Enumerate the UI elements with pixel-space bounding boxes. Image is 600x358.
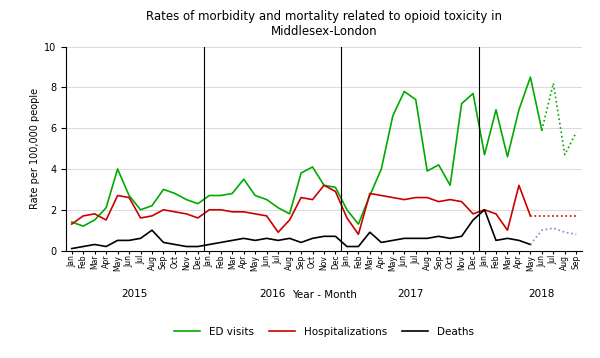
Text: 2017: 2017: [397, 290, 423, 300]
Y-axis label: Rate per 100,000 people: Rate per 100,000 people: [30, 88, 40, 209]
Text: 2016: 2016: [259, 290, 286, 300]
X-axis label: Year - Month: Year - Month: [292, 290, 356, 300]
Legend: ED visits, Hospitalizations, Deaths: ED visits, Hospitalizations, Deaths: [170, 323, 478, 341]
Title: Rates of morbidity and mortality related to opioid toxicity in
Middlesex-London: Rates of morbidity and mortality related…: [146, 10, 502, 38]
Text: 2018: 2018: [529, 290, 555, 300]
Text: 2015: 2015: [122, 290, 148, 300]
